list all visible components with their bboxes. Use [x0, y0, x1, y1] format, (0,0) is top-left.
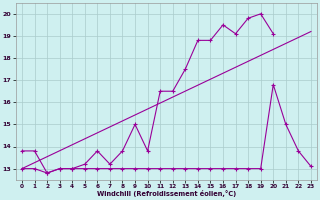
X-axis label: Windchill (Refroidissement éolien,°C): Windchill (Refroidissement éolien,°C)	[97, 190, 236, 197]
